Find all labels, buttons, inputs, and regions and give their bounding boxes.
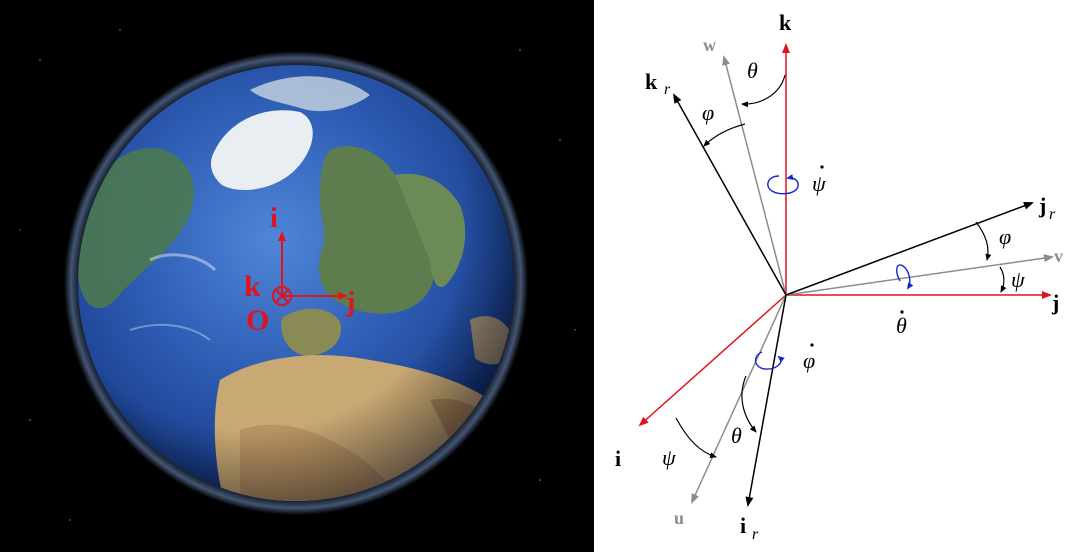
label-theta-top: θ [747, 58, 758, 83]
rotation-phi-dot-icon [754, 351, 785, 370]
globe-label-k: k [244, 270, 261, 303]
svg-text:φ: φ [803, 348, 815, 373]
globe-label-i: i [270, 203, 278, 234]
earth-image-panel: i j k O [0, 0, 594, 552]
label-ir: i r [740, 513, 759, 543]
axis-jr [785, 202, 1034, 296]
angle-arcs [675, 74, 1007, 459]
label-kr: k r [645, 69, 671, 98]
rotation-psi-dot-icon [767, 174, 799, 195]
label-psi-bottom: ψ [662, 445, 676, 470]
axis-kr [673, 93, 787, 296]
svg-text:j: j [1038, 193, 1046, 218]
axis-i [638, 294, 787, 427]
earth-shading [78, 65, 514, 501]
arc-psi-bottom [675, 417, 717, 459]
arc-phi-top [703, 123, 746, 147]
globe-i-arrowhead [278, 231, 286, 241]
axis-labels: k w k r j r v j i u i r [615, 10, 1063, 543]
stars [19, 29, 576, 521]
label-theta-bottom: θ [731, 423, 742, 448]
body-frame-axes [673, 93, 1034, 507]
label-k: k [779, 10, 792, 35]
svg-text:r: r [664, 81, 671, 98]
label-w: w [703, 35, 716, 55]
label-psi-right: ψ [1011, 267, 1025, 292]
axis-ir [745, 294, 787, 507]
svg-text:r: r [752, 526, 759, 543]
arc-phi-right [975, 221, 992, 261]
label-jr: j r [1038, 193, 1056, 223]
label-i: i [615, 446, 621, 471]
label-phi-top: φ [702, 100, 714, 125]
label-theta-dot: θ [896, 310, 907, 338]
rotation-theta-dot-icon [896, 264, 914, 290]
svg-text:θ: θ [896, 313, 907, 338]
rotation-rate-indicators [754, 174, 914, 370]
label-j: j [1051, 290, 1059, 315]
intermediate-frame-axes [691, 55, 1054, 504]
euler-angles-diagram: k w k r j r v j i u i r θ φ φ ψ ψ θ ψ [615, 10, 1063, 543]
rate-labels: ψ θ φ [803, 165, 907, 373]
svg-text:ψ: ψ [812, 171, 826, 196]
svg-text:k: k [645, 69, 658, 94]
base-frame-axes [638, 43, 1052, 427]
label-v: v [1054, 246, 1063, 266]
label-psi-dot: ψ [812, 165, 826, 196]
label-u: u [674, 508, 684, 528]
angle-labels: θ φ φ ψ ψ θ [662, 58, 1025, 470]
globe-label-origin: O [246, 304, 269, 337]
svg-text:i: i [740, 513, 746, 538]
axis-w [722, 55, 787, 296]
arc-theta-top [741, 74, 786, 108]
svg-text:r: r [1049, 206, 1056, 223]
label-phi-right: φ [999, 224, 1011, 249]
label-phi-dot: φ [803, 343, 815, 373]
arc-theta-bottom [741, 375, 757, 433]
axis-u [691, 294, 787, 504]
axis-v [785, 254, 1054, 296]
globe-label-j: j [345, 287, 355, 318]
globe-reference-frame: i j k O [244, 203, 355, 337]
earth-globe-figure: i j k O [19, 29, 576, 521]
arc-psi-right [999, 266, 1007, 293]
globe-k-into-page-symbol [272, 286, 292, 306]
globe-j-arrowhead [338, 292, 348, 300]
